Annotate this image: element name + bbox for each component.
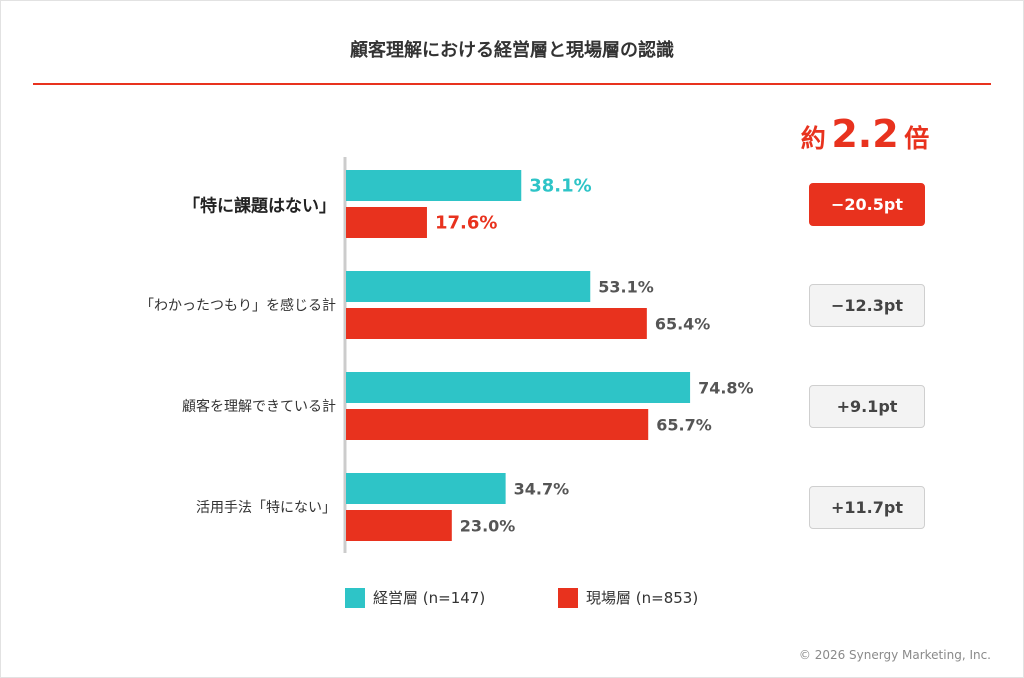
title-divider [33, 83, 991, 85]
data-label: 17.6% [434, 212, 498, 233]
legend-item-frontline: 現場層 (n=853) [558, 587, 698, 608]
bar-frontline [346, 409, 649, 440]
difference-badge: −20.5pt [809, 183, 925, 226]
bar-executives [346, 372, 691, 403]
legend-item-executives: 経営層 (n=147) [345, 587, 485, 608]
multiplier-prefix: 約 [800, 124, 826, 153]
legend-swatch-frontline [558, 587, 578, 608]
bar-frontline [346, 308, 647, 339]
data-label: 65.4% [654, 314, 711, 333]
difference-badge: −12.3pt [809, 284, 925, 327]
legend-label-frontline: 現場層 (n=853) [586, 589, 699, 607]
bar-executives [346, 271, 591, 302]
data-label: 53.1% [598, 277, 654, 296]
data-label: 34.7% [513, 479, 570, 498]
data-label: 74.8% [698, 378, 754, 397]
category-label: 「わかったつもり」を感じる計 [140, 298, 336, 314]
multiplier-suffix: 倍 [904, 124, 930, 153]
multiplier-callout: 約 2.2 倍 [765, 112, 965, 156]
chart-title: 顧客理解における経営層と現場層の認識 [350, 40, 674, 61]
bar-frontline [346, 510, 452, 541]
legend-label-executives: 経営層 (n=147) [373, 589, 486, 607]
category-label: 活用手法「特にない」 [196, 500, 336, 516]
data-label: 23.0% [459, 516, 516, 535]
bar-executives [346, 473, 506, 504]
copyright-text: © 2026 Synergy Marketing, Inc. [798, 648, 991, 662]
bar-executives [346, 170, 522, 201]
difference-badge: +9.1pt [809, 385, 925, 428]
multiplier-value: 2.2 [831, 112, 899, 156]
category-label: 「特に課題はない」 [183, 196, 336, 217]
data-label: 38.1% [529, 175, 592, 196]
legend-swatch-executives [345, 587, 365, 608]
data-label: 65.7% [656, 415, 712, 434]
bar-frontline [346, 207, 427, 238]
category-label: 顧客を理解できている計 [182, 399, 336, 415]
difference-badge: +11.7pt [809, 486, 925, 529]
